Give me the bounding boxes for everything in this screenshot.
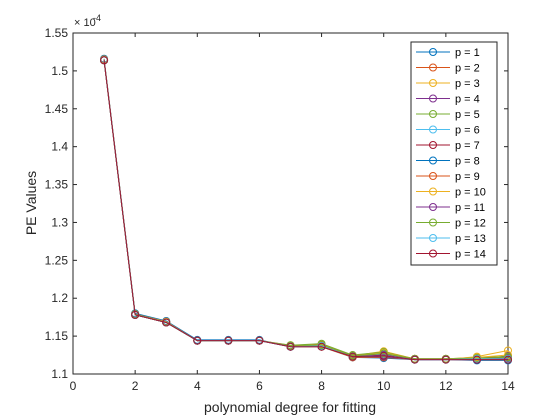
legend-marker: [429, 234, 437, 242]
x-tick-label: 8: [318, 379, 325, 393]
legend-marker: [429, 141, 437, 149]
exponent-power: -4: [93, 13, 101, 23]
data-point: [224, 336, 233, 345]
x-tick-label: 10: [377, 379, 391, 393]
legend-label: p = 10: [455, 187, 486, 199]
data-point: [162, 318, 171, 327]
legend-entry: p = 14: [416, 249, 486, 261]
legend-marker: [429, 94, 437, 103]
y-tick-label: 1.45: [45, 102, 69, 116]
legend-entry: p = 2: [416, 63, 480, 75]
legend-entry: p = 4: [416, 94, 480, 106]
y-tick-label: 1.2: [51, 291, 68, 305]
legend-label: p = 12: [455, 218, 486, 230]
legend: p = 1 p = 2 p = 3 p = 4 p = 5 p = 6 p = 7 p = 8…: [410, 41, 498, 266]
data-point: [472, 355, 481, 364]
legend-marker: [429, 218, 437, 227]
legend-label: p = 2: [455, 63, 480, 75]
legend-marker: [429, 156, 437, 165]
legend-label: p = 5: [455, 109, 480, 121]
legend-label: p = 11: [455, 202, 485, 214]
legend-marker: [429, 187, 437, 196]
x-tick-label: 0: [70, 379, 77, 393]
legend-entry: p = 7: [416, 140, 480, 152]
legend-entry: p = 5: [416, 109, 480, 121]
legend-entry: p = 3: [416, 78, 480, 90]
legend-label: p = 9: [455, 171, 480, 183]
data-point: [131, 310, 140, 319]
x-tick-label: 6: [256, 379, 263, 393]
y-tick-label: 1.55: [45, 26, 69, 40]
y-tick-label: 1.15: [45, 329, 69, 343]
legend-label: p = 8: [455, 156, 480, 168]
legend-label: p = 13: [455, 233, 486, 245]
data-point: [317, 342, 326, 351]
legend-label: p = 7: [455, 140, 480, 152]
legend-marker: [429, 48, 437, 56]
y-tick-label: 1.25: [45, 253, 69, 267]
y-tick-label: 1.5: [51, 64, 68, 78]
y-tick-label: 1.3: [51, 215, 68, 229]
legend-marker: [429, 125, 437, 134]
y-tick-label: 1.1: [51, 367, 68, 381]
legend-entry: p = 6: [416, 125, 480, 137]
data-point: [100, 56, 109, 65]
legend-label: p = 4: [455, 94, 480, 106]
y-axis-title: PE Values: [23, 171, 39, 235]
legend-label: p = 3: [455, 78, 480, 90]
legend-entry: p = 12: [416, 218, 486, 230]
legend-marker: [429, 79, 437, 87]
data-point: [286, 342, 295, 351]
data-point: [348, 352, 357, 361]
data-point: [379, 351, 388, 360]
legend-entry: p = 13: [416, 233, 486, 245]
exponent-base: × 10: [74, 17, 96, 29]
legend-entry: p = 9: [416, 171, 480, 183]
legend-label: p = 1: [455, 47, 480, 59]
series-line: [103, 60, 508, 361]
data-point: [379, 349, 388, 358]
x-tick-label: 14: [501, 379, 515, 393]
data-point: [441, 355, 450, 364]
legend-marker: [429, 172, 437, 180]
y-tick-label: 1.4: [51, 140, 68, 154]
legend-label: p = 6: [455, 125, 480, 137]
series-14: [100, 56, 512, 364]
legend-marker: [429, 110, 437, 118]
legend-marker: [429, 203, 437, 211]
y-tick-label: 1.35: [45, 178, 69, 192]
x-tick-label: 12: [439, 379, 453, 393]
data-point: [504, 355, 512, 364]
exponent-label: × 10 -4: [74, 13, 101, 29]
legend-marker: [429, 249, 437, 258]
x-axis-title: polynomial degree for fitting: [204, 399, 376, 415]
data-point: [193, 336, 202, 345]
legend-marker: [429, 63, 437, 72]
legend-entry: p = 1: [416, 47, 480, 59]
data-point: [410, 355, 419, 364]
legend-label: p = 14: [455, 249, 486, 261]
x-tick-label: 2: [132, 379, 139, 393]
legend-entry: p = 11: [416, 202, 485, 214]
legend-box: [410, 41, 498, 266]
legend-entry: p = 8: [416, 156, 480, 168]
legend-entry: p = 10: [416, 187, 486, 199]
x-tick-label: 4: [194, 379, 201, 393]
data-point: [255, 336, 264, 345]
